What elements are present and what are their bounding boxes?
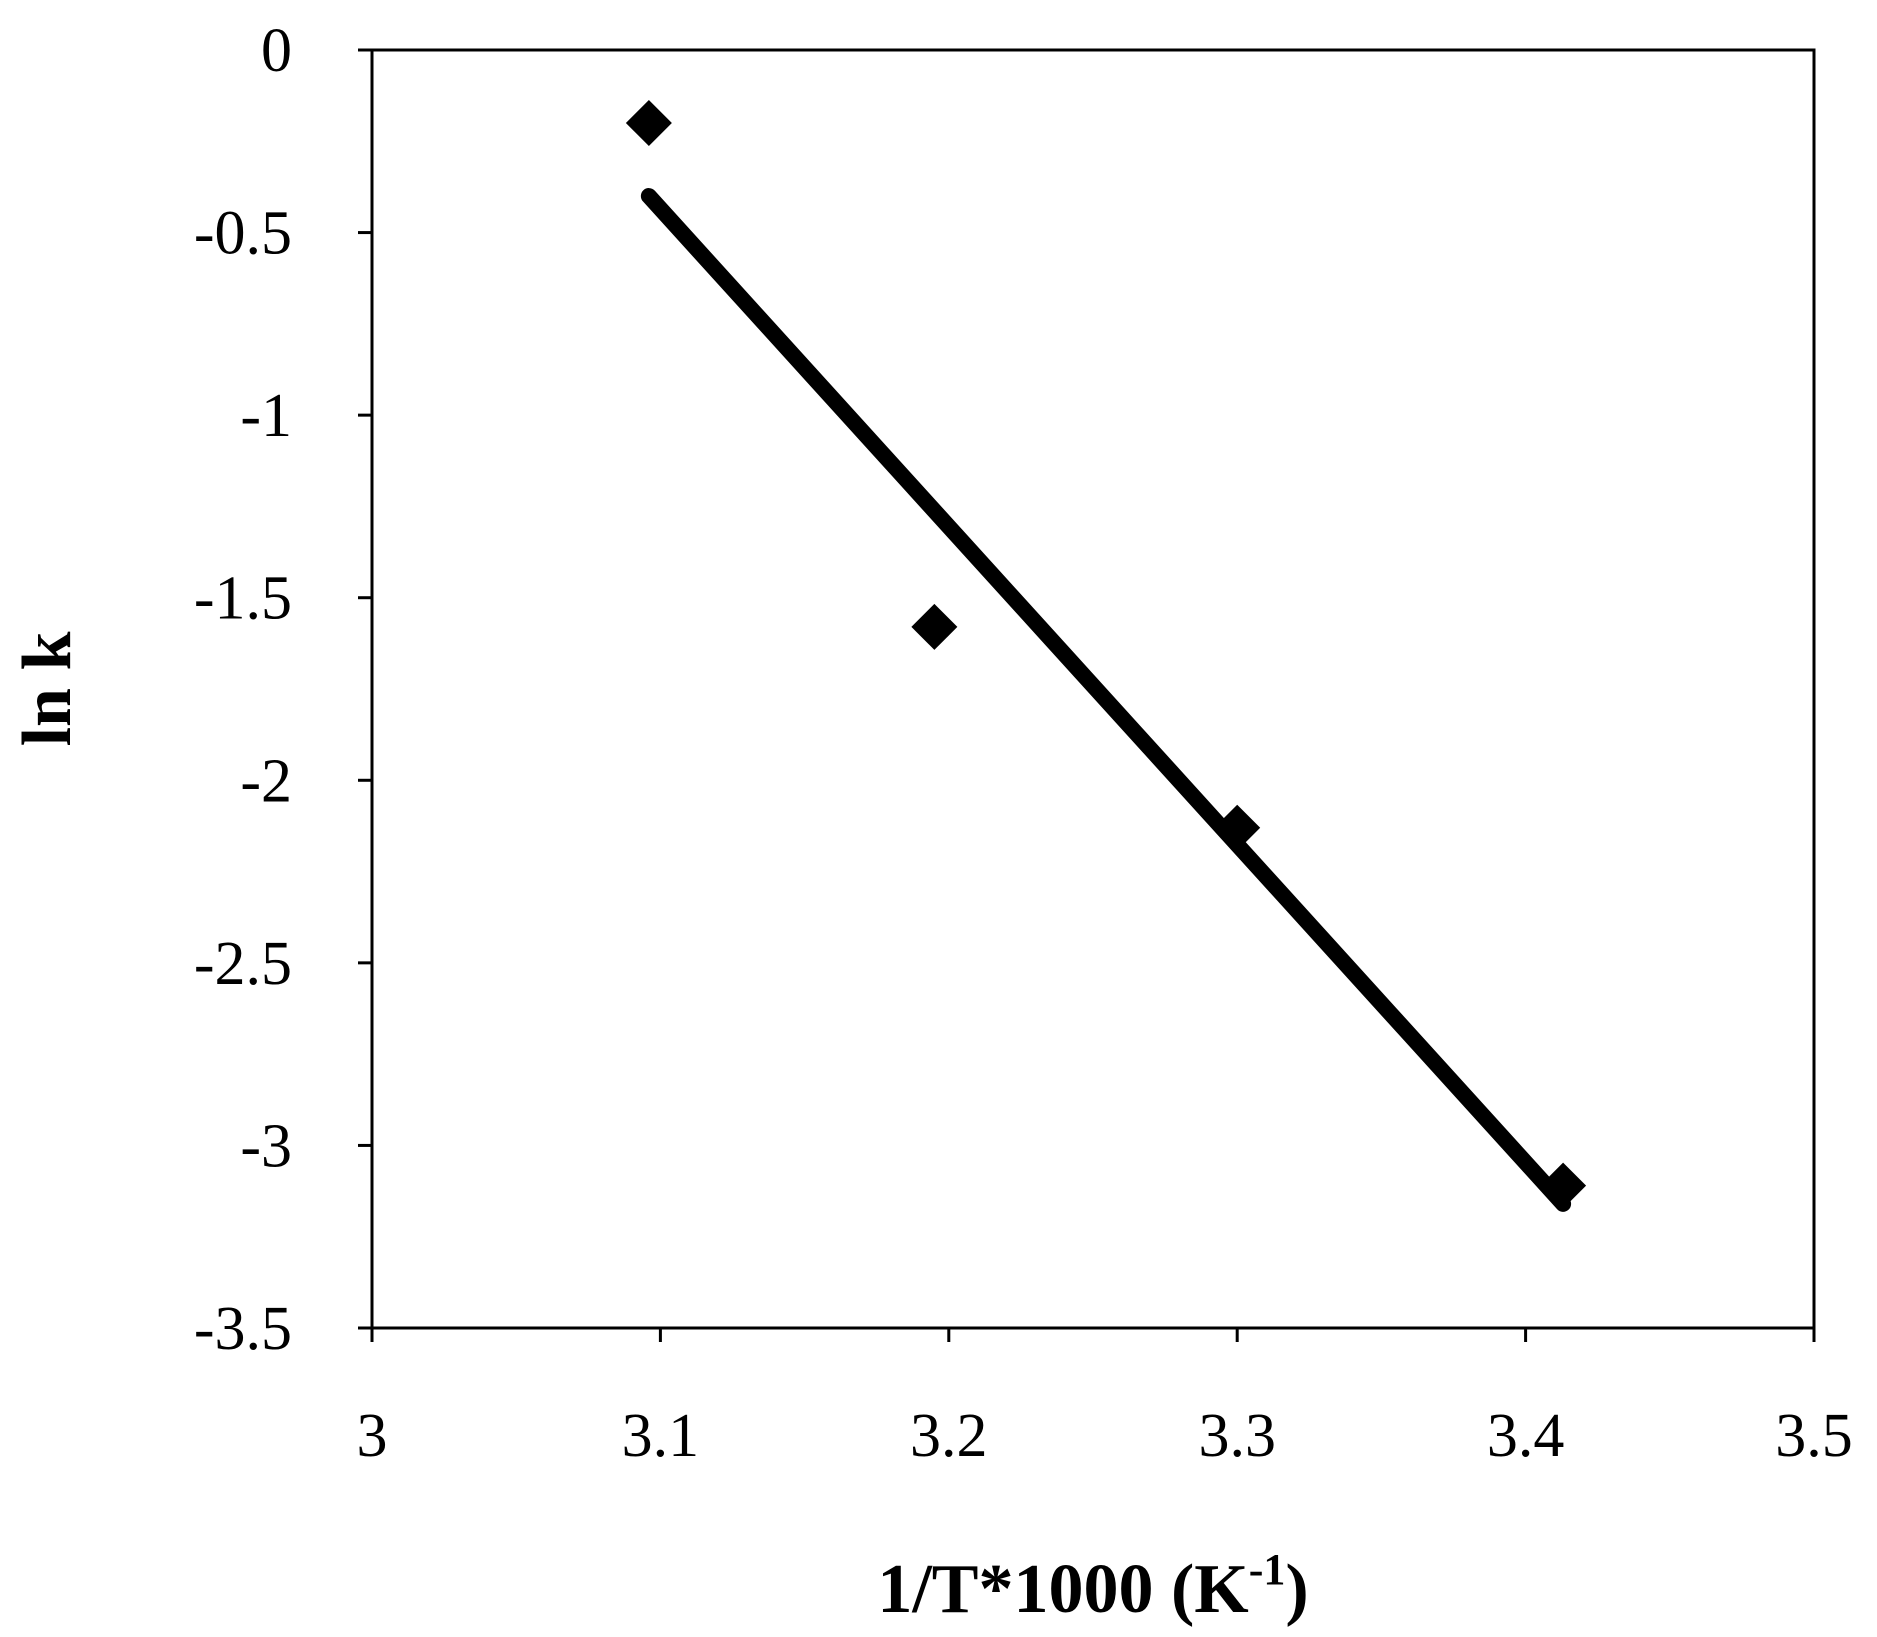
y-tick-label: -2.5	[194, 930, 292, 998]
data-point-diamond	[911, 603, 958, 650]
plot-area-frame	[370, 48, 1816, 1330]
x-tick-label: 3.3	[1198, 1402, 1276, 1470]
y-tick-label: -1	[240, 382, 292, 450]
data-point-diamond	[625, 100, 672, 147]
x-axis-ticks: 3 3.1 3.2 3.3 3.4 3.5	[357, 1328, 1853, 1470]
data-point-diamond	[1540, 1162, 1587, 1209]
x-axis-title: 1/T*1000 (K-1)	[877, 1545, 1308, 1628]
data-points	[625, 100, 1587, 1209]
x-axis-title-end: )	[1285, 1551, 1308, 1628]
y-axis-title: ln k	[9, 632, 86, 747]
x-tick-label: 3.2	[910, 1402, 988, 1470]
x-tick-label: 3	[357, 1402, 388, 1470]
y-tick-label: -3.5	[194, 1295, 292, 1363]
y-tick-label: 0	[261, 17, 292, 85]
y-tick-label: -0.5	[194, 200, 292, 268]
x-axis-title-superscript: -1	[1249, 1545, 1286, 1594]
y-axis-ticks: 0 -0.5 -1 -1.5 -2 -2.5 -3 -3.5	[194, 17, 372, 1363]
trendline-group	[640, 188, 1572, 1212]
x-tick-label: 3.4	[1487, 1402, 1565, 1470]
y-tick-label: -1.5	[194, 565, 292, 633]
y-tick-label: -3	[240, 1112, 292, 1180]
trendline	[640, 188, 1572, 1212]
y-tick-label: -2	[240, 747, 292, 815]
x-tick-label: 3.5	[1775, 1402, 1853, 1470]
data-point-diamond	[1214, 804, 1261, 851]
x-tick-label: 3.1	[622, 1402, 700, 1470]
x-axis-title-main: 1/T*1000 (K	[877, 1551, 1248, 1628]
